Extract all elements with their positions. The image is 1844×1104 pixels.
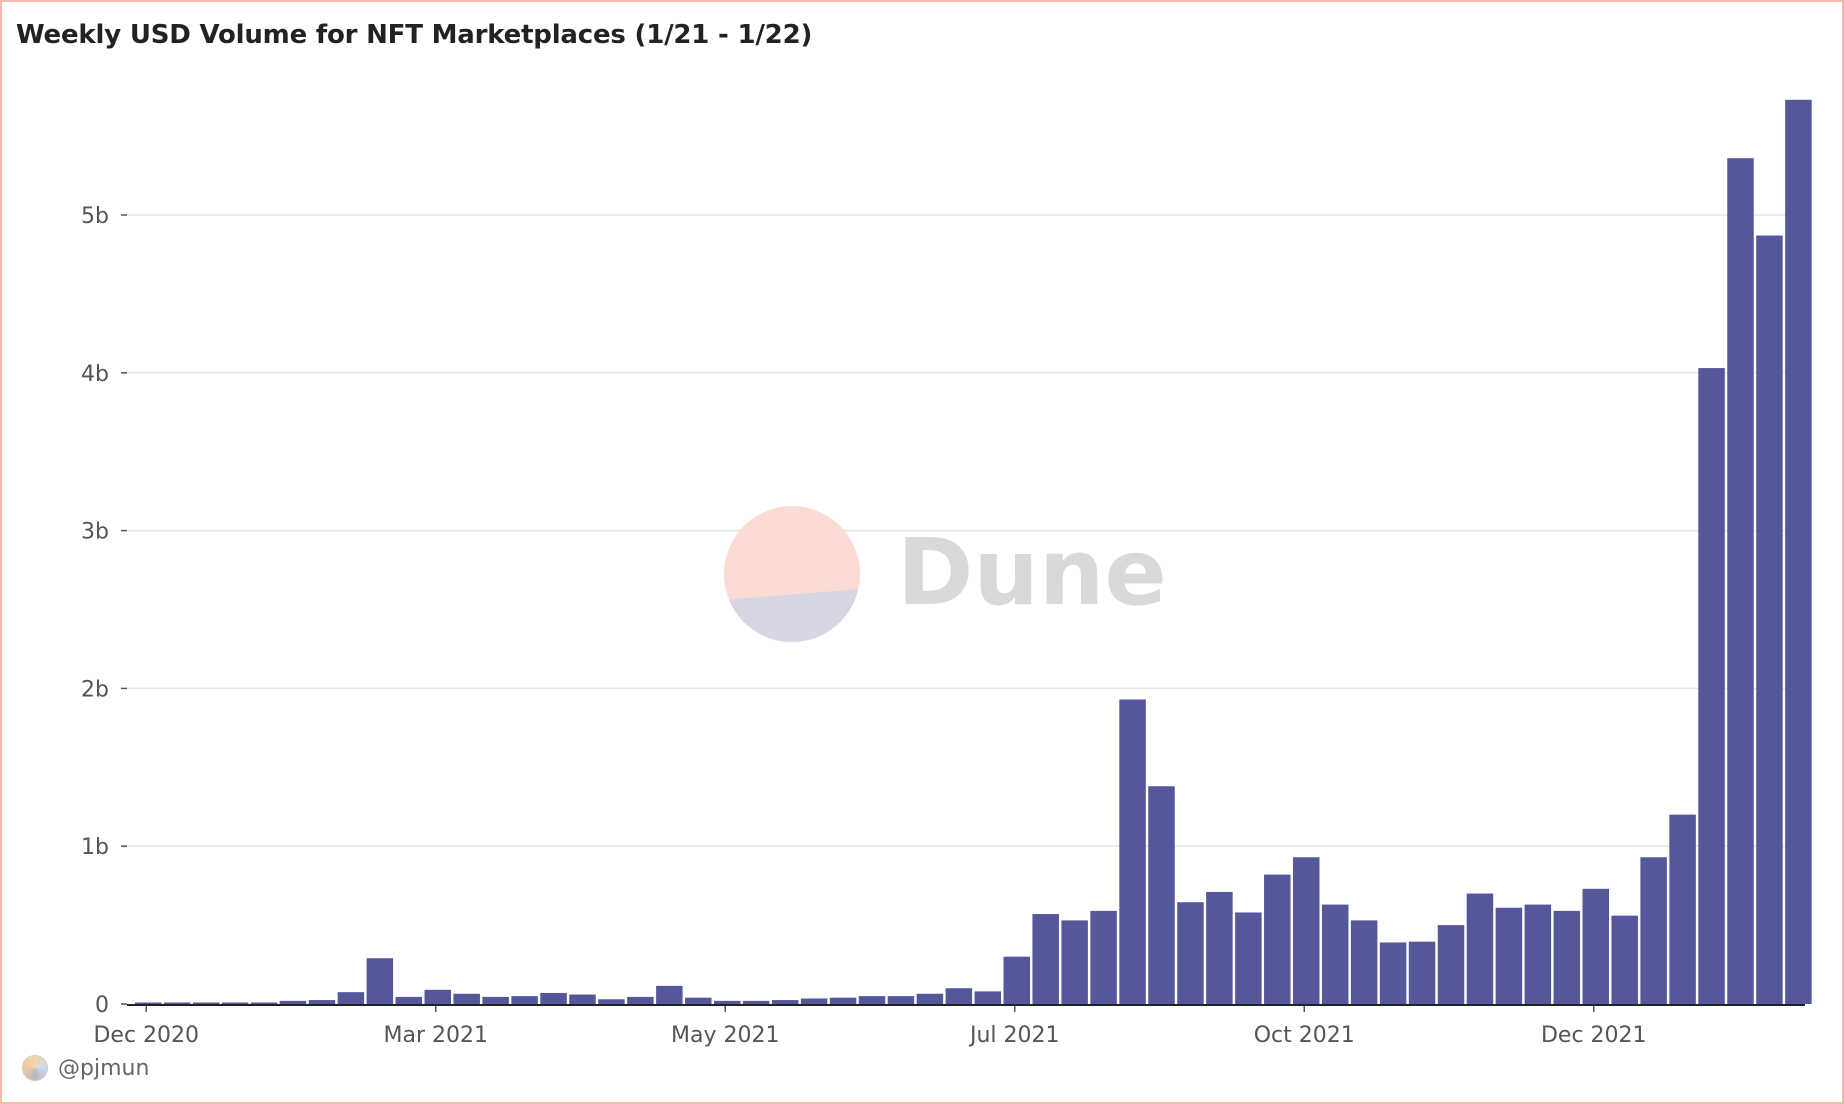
bar[interactable] — [482, 996, 509, 1004]
avatar-icon — [22, 1055, 48, 1081]
bar[interactable] — [1119, 699, 1146, 1004]
x-tick-label: Dec 2020 — [93, 1023, 199, 1048]
y-tick-label: 0 — [95, 993, 109, 1018]
bar[interactable] — [366, 958, 394, 1004]
bar[interactable] — [192, 1002, 220, 1005]
chart-title: Weekly USD Volume for NFT Marketplaces (… — [16, 20, 813, 50]
bar[interactable] — [1785, 99, 1812, 1004]
bar[interactable] — [858, 996, 886, 1004]
bar[interactable] — [742, 1000, 770, 1004]
bar[interactable] — [771, 1000, 799, 1004]
y-tick-label: 3b — [81, 520, 109, 545]
footer-user[interactable]: @pjmun — [58, 1055, 150, 1081]
footer-credit: @pjmun — [22, 1055, 149, 1081]
y-tick-label: 5b — [81, 204, 109, 229]
bar[interactable] — [569, 994, 596, 1004]
bar[interactable] — [1379, 942, 1407, 1004]
bar[interactable] — [1032, 914, 1059, 1004]
bar[interactable] — [1437, 925, 1465, 1004]
bar[interactable] — [1466, 893, 1494, 1004]
bar[interactable] — [1611, 915, 1638, 1004]
bar[interactable] — [1640, 857, 1667, 1004]
bar[interactable] — [163, 1002, 191, 1005]
x-tick-label: May 2021 — [671, 1023, 779, 1048]
bar[interactable] — [250, 1002, 278, 1005]
bar[interactable] — [1090, 910, 1117, 1004]
bar[interactable] — [308, 1000, 336, 1004]
bar[interactable] — [511, 996, 538, 1004]
bar[interactable] — [1206, 891, 1233, 1004]
x-tick-label: Oct 2021 — [1254, 1023, 1355, 1048]
bar[interactable] — [1524, 904, 1552, 1004]
bar[interactable] — [1669, 814, 1696, 1004]
x-tick-label: Dec 2021 — [1541, 1023, 1647, 1048]
bars — [135, 99, 1812, 1005]
bar[interactable] — [1235, 912, 1262, 1004]
bar[interactable] — [1264, 874, 1291, 1004]
bar[interactable] — [1553, 910, 1581, 1004]
bar[interactable] — [887, 996, 915, 1004]
bar[interactable] — [829, 997, 857, 1004]
bar[interactable] — [714, 1000, 741, 1004]
y-axis-ticks: 0 1b 2b 3b 4b 5b — [81, 204, 127, 1018]
bar[interactable] — [1003, 956, 1031, 1004]
bar[interactable] — [1495, 907, 1523, 1004]
y-tick-label: 1b — [81, 835, 109, 860]
bar[interactable] — [395, 996, 423, 1004]
bar[interactable] — [627, 996, 654, 1004]
y-tick-label: 4b — [81, 362, 109, 387]
y-tick-label: 2b — [81, 677, 109, 702]
bar[interactable] — [1582, 888, 1610, 1004]
grid-lines — [127, 214, 1805, 847]
bar[interactable] — [337, 992, 365, 1004]
bar[interactable] — [1727, 158, 1754, 1004]
bar[interactable] — [221, 1002, 249, 1005]
bar[interactable] — [974, 991, 1002, 1004]
bar[interactable] — [1756, 235, 1783, 1004]
bar[interactable] — [1408, 941, 1436, 1004]
watermark-logo-bottom — [728, 589, 859, 643]
bar[interactable] — [453, 993, 480, 1004]
bar[interactable] — [945, 988, 973, 1004]
bar[interactable] — [1061, 920, 1088, 1004]
x-tick-label: Jul 2021 — [968, 1023, 1060, 1048]
bar[interactable] — [424, 989, 452, 1004]
bar[interactable] — [1321, 904, 1349, 1004]
bar[interactable] — [800, 998, 828, 1004]
bar[interactable] — [598, 999, 625, 1004]
bar[interactable] — [540, 992, 567, 1004]
bar[interactable] — [279, 1000, 307, 1004]
bar[interactable] — [685, 997, 712, 1004]
x-axis-ticks: Dec 2020 Mar 2021 May 2021 Jul 2021 Oct 2021… — [93, 1006, 1647, 1048]
bar[interactable] — [1350, 920, 1378, 1004]
watermark-text: Dune — [897, 519, 1167, 626]
dune-watermark: Dune — [724, 506, 1167, 643]
bar[interactable] — [1293, 857, 1320, 1004]
bar[interactable] — [1148, 786, 1175, 1004]
bar[interactable] — [1177, 902, 1204, 1004]
bar[interactable] — [916, 993, 944, 1004]
bar[interactable] — [1698, 368, 1725, 1004]
bar[interactable] — [135, 1002, 162, 1005]
x-tick-label: Mar 2021 — [384, 1023, 489, 1048]
bar[interactable] — [656, 985, 683, 1004]
